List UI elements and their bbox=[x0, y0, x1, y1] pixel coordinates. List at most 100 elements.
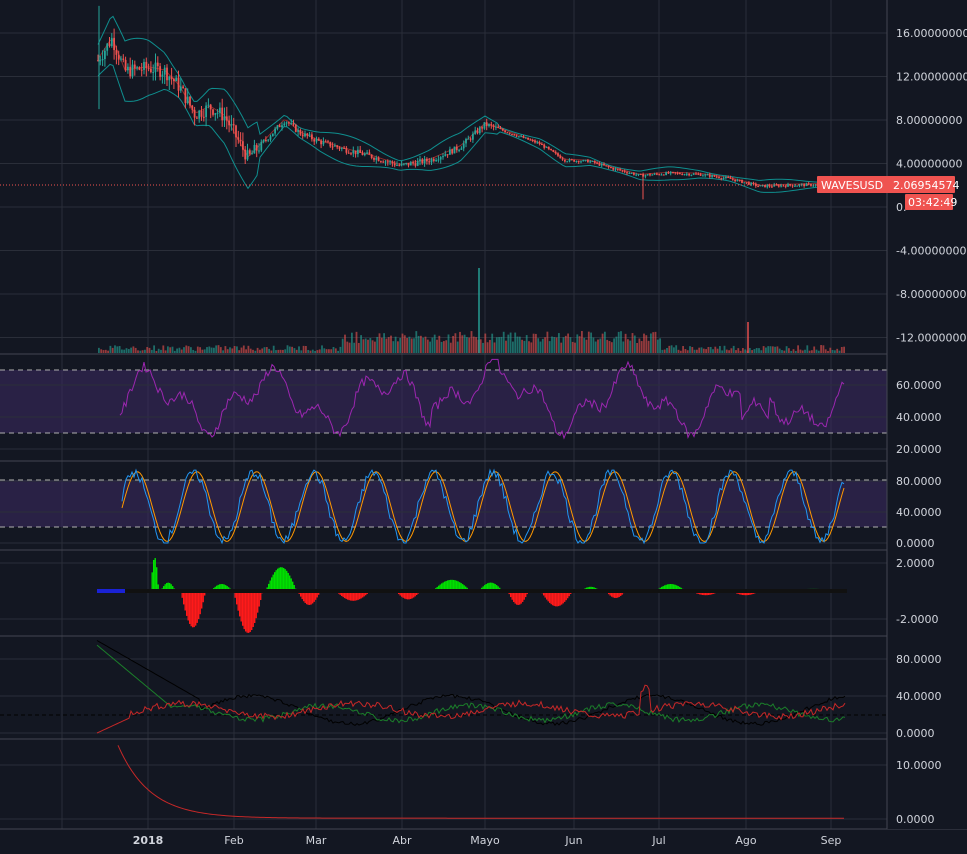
volume-bar bbox=[818, 351, 820, 353]
candle-body bbox=[260, 142, 262, 151]
candle-body bbox=[787, 184, 789, 187]
macd-bar bbox=[186, 591, 187, 616]
macd-bar bbox=[259, 591, 260, 607]
volume-bar bbox=[809, 351, 811, 353]
volume-bar bbox=[491, 334, 493, 353]
candle-body bbox=[497, 127, 499, 128]
volume-bar bbox=[563, 337, 565, 353]
macd-bar bbox=[183, 591, 184, 604]
macd-bar bbox=[555, 591, 556, 606]
candle-body bbox=[511, 134, 513, 135]
macd-bar bbox=[238, 591, 239, 611]
candle-body bbox=[247, 150, 249, 159]
volume-bar bbox=[425, 337, 427, 353]
volume-bar bbox=[664, 350, 666, 353]
volume-bar bbox=[176, 349, 178, 353]
candle-body bbox=[594, 161, 596, 163]
volume-bar bbox=[632, 333, 634, 353]
candle-body bbox=[396, 165, 398, 166]
volume-bar bbox=[482, 343, 484, 353]
candle-body bbox=[405, 163, 407, 164]
candle-body bbox=[610, 167, 612, 168]
candle-body bbox=[704, 174, 706, 175]
volume-bar bbox=[567, 334, 569, 353]
volume-bar bbox=[597, 340, 599, 353]
macd-bar bbox=[560, 591, 561, 605]
candle-body bbox=[737, 180, 739, 181]
volume-bar bbox=[236, 346, 238, 353]
volume-bar bbox=[737, 348, 739, 353]
volume-bar bbox=[121, 350, 123, 353]
candle-body bbox=[656, 174, 658, 175]
macd-bar bbox=[273, 575, 274, 591]
candle-body bbox=[196, 118, 198, 119]
volume-bar bbox=[179, 348, 181, 353]
volume-bar bbox=[312, 350, 314, 353]
volume-bar bbox=[570, 337, 572, 353]
time-axis-label: Abr bbox=[392, 834, 412, 847]
candle-body bbox=[198, 111, 200, 119]
candle-body bbox=[382, 162, 384, 163]
volume-bar bbox=[496, 337, 498, 353]
volume-bar bbox=[392, 341, 394, 353]
volume-bar bbox=[793, 349, 795, 353]
candle-body bbox=[679, 173, 681, 174]
volume-bar bbox=[277, 350, 279, 353]
volume-bar bbox=[144, 350, 146, 353]
candle-body bbox=[318, 139, 320, 141]
candle-body bbox=[350, 153, 352, 154]
volume-bar bbox=[468, 338, 470, 353]
candle-body bbox=[748, 182, 750, 184]
candle-body bbox=[228, 121, 230, 126]
candle-body bbox=[175, 78, 177, 82]
candle-body bbox=[438, 160, 440, 161]
candle-body bbox=[812, 185, 814, 186]
time-axis-label: Jul bbox=[651, 834, 665, 847]
candle-body bbox=[398, 165, 400, 166]
volume-bar bbox=[544, 337, 546, 353]
volume-bar bbox=[114, 345, 116, 353]
candle-body bbox=[290, 123, 292, 124]
volume-bar bbox=[445, 340, 447, 353]
volume-bar bbox=[535, 334, 537, 353]
macd-bar bbox=[256, 591, 257, 618]
stoch-tick-label: 0.0000 bbox=[896, 537, 935, 550]
symbol-label: WAVESUSD bbox=[821, 179, 883, 192]
volume-bar bbox=[340, 347, 342, 353]
volume-bar bbox=[234, 346, 236, 353]
volume-bar bbox=[395, 337, 397, 353]
volume-bar bbox=[220, 347, 222, 353]
candle-body bbox=[431, 159, 433, 162]
price-axis[interactable]: 16.0000000012.000000008.000000004.000000… bbox=[887, 0, 967, 829]
candle-body bbox=[739, 180, 741, 181]
volume-bar bbox=[666, 348, 668, 353]
volume-bar bbox=[443, 341, 445, 353]
volume-bar bbox=[107, 351, 109, 353]
candle-body bbox=[293, 123, 295, 125]
price-tick-label: -4.00000000 bbox=[896, 245, 966, 258]
macd-bar bbox=[552, 591, 553, 605]
candle-body bbox=[394, 163, 396, 165]
time-axis-label: Ago bbox=[735, 834, 757, 847]
candle-body bbox=[684, 174, 686, 175]
volume-bar bbox=[710, 347, 712, 353]
macd-bar bbox=[285, 569, 286, 591]
volume-bar bbox=[839, 351, 841, 353]
volume-bar bbox=[229, 347, 231, 353]
volume-bar bbox=[678, 350, 680, 353]
candle-body bbox=[348, 153, 350, 154]
candle-body bbox=[171, 77, 173, 79]
candle-body bbox=[702, 175, 704, 176]
volume-bar bbox=[404, 335, 406, 353]
macd-tick-label: -2.0000 bbox=[896, 613, 938, 626]
volume-bar bbox=[248, 346, 250, 353]
candle-body bbox=[578, 161, 580, 162]
volume-bar bbox=[326, 349, 328, 353]
macd-bar bbox=[155, 558, 156, 591]
candle-body bbox=[750, 183, 752, 185]
volume-bar bbox=[305, 346, 307, 353]
volume-bar bbox=[282, 350, 284, 353]
volume-bar bbox=[317, 350, 319, 353]
